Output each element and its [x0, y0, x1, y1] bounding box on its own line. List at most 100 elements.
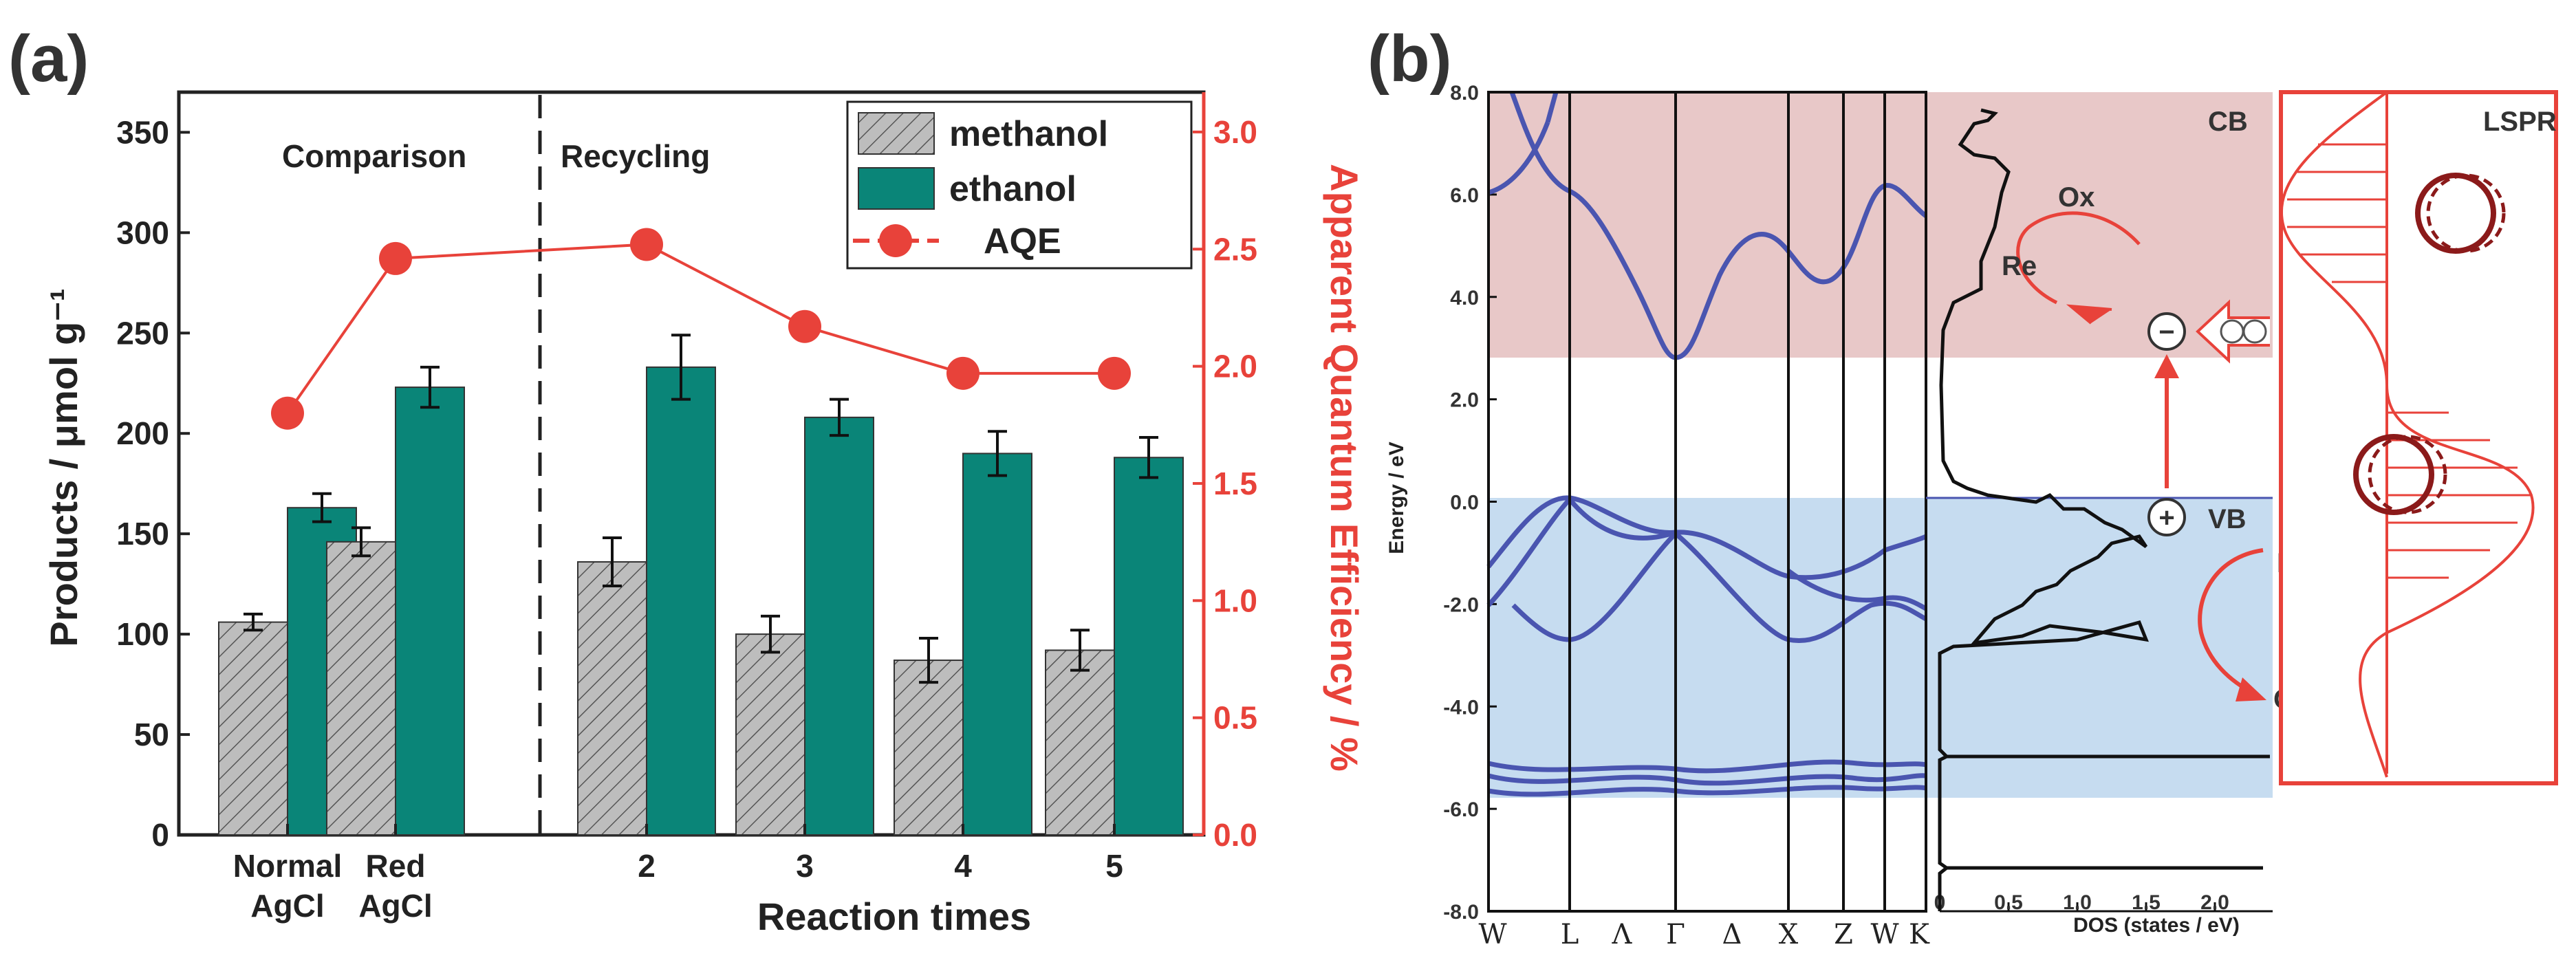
- energy-tick-label: -8.0: [1443, 901, 1479, 924]
- x-tick-label: 5: [1105, 848, 1123, 884]
- x-tick-label: 2: [638, 848, 656, 884]
- k-point-lines: [1568, 92, 1886, 911]
- aqe-point: [788, 309, 821, 343]
- energy-tick-label: 0.0: [1450, 492, 1479, 514]
- re-ox-arrow-bottom: [2198, 548, 2264, 697]
- band-vb-4: [1786, 569, 1927, 611]
- legend: methanol ethanol AQE: [846, 100, 1193, 270]
- k-point-label: W: [1478, 919, 1506, 950]
- bar-ethanol: [804, 416, 874, 836]
- band-vb-1: [1486, 495, 1927, 580]
- energy-tick-label: 8.0: [1450, 82, 1479, 105]
- energy-tick-label: 6.0: [1450, 184, 1479, 207]
- bar-ethanol: [646, 366, 716, 836]
- k-point-label: W: [1870, 919, 1898, 950]
- y-tick-label: 100: [116, 616, 169, 652]
- bar-ethanol: [395, 387, 465, 836]
- bar-methanol: [735, 633, 805, 836]
- nanoparticle-bottom-shifted: [2368, 435, 2447, 514]
- arrowhead-top: [2066, 304, 2112, 325]
- y2-tick-label: 0.5: [1213, 700, 1257, 736]
- legend-methanol: methanol: [949, 114, 1108, 154]
- vb-label: VB: [2208, 504, 2247, 534]
- cb-region: [1489, 92, 2273, 358]
- bar-ethanol: [1114, 457, 1184, 836]
- k-point-label: Γ: [1666, 919, 1685, 950]
- band-vb-2: [1486, 497, 1677, 607]
- ox-top-label: Ox: [2058, 182, 2095, 213]
- band-cb-1: [1487, 91, 1559, 195]
- legend-swatch-ethanol: [858, 167, 935, 210]
- lspr-label: LSPR: [2483, 107, 2557, 137]
- x-axis-title: Reaction times: [757, 895, 1031, 938]
- energy-tick-label: -6.0: [1443, 798, 1479, 821]
- bar-methanol: [1045, 649, 1115, 836]
- y2-axis-title: Apparent Quantum Efficiency / %: [1323, 164, 1366, 772]
- re-top-label: Re: [2002, 251, 2037, 281]
- legend-ethanol: ethanol: [949, 169, 1076, 209]
- bar-methanol: [218, 621, 288, 836]
- lspr-diagram: LSPR: [2279, 90, 2558, 785]
- bar-methanol: [326, 541, 396, 836]
- re-ox-arrow-top: [2016, 211, 2141, 305]
- k-point-label: Δ: [1722, 919, 1742, 950]
- aqe-line-comparison: [286, 257, 397, 414]
- hole-symbol: [2147, 498, 2186, 536]
- injected-electron-1: [2220, 319, 2244, 344]
- x-tick-label: AgCl: [358, 888, 432, 924]
- injected-electron-2: [2242, 319, 2267, 344]
- k-point-label: L: [1561, 919, 1579, 950]
- band-structure-panel-b: Energy / eV DOS (states / eV) -8.0 -6.0 -4…: [1385, 82, 2558, 950]
- y2-tick-label: 1.0: [1213, 583, 1257, 618]
- cb-label: CB: [2208, 107, 2248, 137]
- x-tick-label: Normal: [233, 848, 342, 884]
- aqe-point: [1098, 356, 1131, 390]
- energy-axis-title: Energy / eV: [1385, 442, 1408, 554]
- aqe-point: [946, 356, 979, 390]
- x-tick-label: AgCl: [250, 888, 324, 924]
- y-tick-label: 250: [116, 315, 169, 351]
- aqe-point: [630, 228, 663, 261]
- bar-ethanol: [962, 453, 1032, 836]
- dos-curve: [1938, 108, 2270, 911]
- y2-tick-label: 3.0: [1213, 114, 1257, 150]
- energy-tick-label: -2.0: [1443, 594, 1479, 616]
- panel-a-label: (a): [8, 22, 89, 96]
- dos-axis-title: DOS (states / eV): [2073, 914, 2240, 937]
- arrowhead-bottom: [2236, 677, 2266, 701]
- recycling-label: Recycling: [561, 138, 710, 174]
- k-point-label: Z: [1834, 919, 1853, 950]
- y2-tick-label: 0.0: [1213, 817, 1257, 853]
- vb-region: [1489, 498, 2273, 798]
- nanoparticle-top-shifted: [2426, 173, 2506, 253]
- k-point-label: X: [1779, 919, 1799, 950]
- y-tick-label: 350: [116, 114, 169, 150]
- k-point-label: Λ: [1612, 919, 1633, 950]
- y-tick-label: 150: [116, 516, 169, 552]
- electron-symbol: [2147, 312, 2186, 351]
- hole-sign: +: [2158, 503, 2174, 533]
- energy-tick-label: 2.0: [1450, 389, 1479, 412]
- electron-sign: −: [2158, 317, 2174, 347]
- x-tick-label: 3: [796, 848, 814, 884]
- comparison-label: Comparison: [282, 138, 466, 174]
- nanoparticle-bottom: [2353, 434, 2434, 515]
- y-axis-title: Products / μmol g⁻¹: [42, 288, 85, 646]
- bar-methanol: [577, 561, 647, 836]
- band-cb-2: [1509, 91, 1928, 360]
- legend-marker-aqe: [879, 224, 912, 257]
- excitation-arrowhead: [2154, 354, 2179, 378]
- legend-aqe: AQE: [984, 221, 1061, 261]
- lspr-wave: [2280, 91, 2535, 778]
- energy-tick-label: -4.0: [1443, 696, 1479, 719]
- y-tick-label: 50: [134, 717, 169, 752]
- y2-tick-label: 1.5: [1213, 466, 1257, 501]
- y2-tick-label: 2.0: [1213, 349, 1257, 384]
- legend-swatch-methanol: [858, 112, 935, 155]
- k-point-label: K: [1909, 919, 1930, 950]
- y-tick-label: 300: [116, 215, 169, 250]
- bar-chart-panel-a: Comparison Recycling Products / μmol g⁻¹…: [42, 90, 1366, 938]
- x-tick-label: Red: [366, 848, 426, 884]
- energy-tick-label: 4.0: [1450, 287, 1479, 309]
